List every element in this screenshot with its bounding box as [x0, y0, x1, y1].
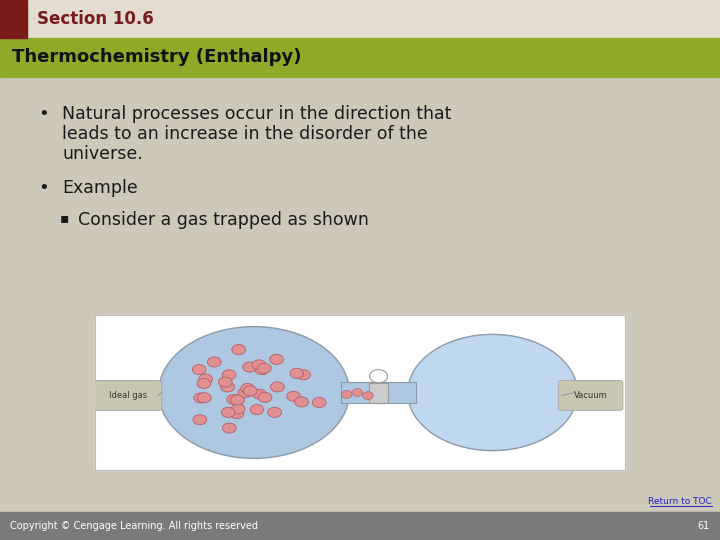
- Text: leads to an increase in the disorder of the: leads to an increase in the disorder of …: [62, 125, 428, 143]
- Ellipse shape: [408, 334, 577, 450]
- Text: universe.: universe.: [62, 145, 143, 163]
- Circle shape: [194, 393, 207, 403]
- Circle shape: [227, 394, 240, 404]
- Circle shape: [207, 357, 221, 367]
- Circle shape: [297, 370, 310, 380]
- Circle shape: [258, 393, 272, 402]
- Text: Natural processes occur in the direction that: Natural processes occur in the direction…: [62, 105, 451, 123]
- Bar: [341, 382, 415, 403]
- Circle shape: [197, 393, 211, 403]
- Circle shape: [218, 377, 232, 387]
- Bar: [95, 315, 625, 470]
- Text: Example: Example: [62, 179, 138, 197]
- Circle shape: [290, 368, 304, 379]
- Circle shape: [250, 404, 264, 415]
- Text: 61: 61: [698, 521, 710, 531]
- Circle shape: [363, 392, 373, 400]
- Bar: [0, 0, 27, 38]
- Text: Vacuum: Vacuum: [574, 391, 608, 400]
- Circle shape: [312, 397, 326, 408]
- Bar: [95, 315, 625, 470]
- Bar: [369, 383, 388, 403]
- Circle shape: [222, 423, 236, 433]
- Bar: [0, 38, 720, 77]
- Circle shape: [192, 364, 206, 375]
- Circle shape: [257, 363, 271, 373]
- Circle shape: [352, 389, 363, 396]
- Circle shape: [268, 407, 282, 417]
- Text: Section 10.6: Section 10.6: [37, 10, 154, 28]
- Ellipse shape: [158, 327, 349, 458]
- Circle shape: [369, 370, 387, 383]
- Text: •: •: [38, 179, 49, 197]
- Bar: [0, 59, 720, 512]
- Circle shape: [341, 390, 352, 399]
- Circle shape: [221, 382, 235, 392]
- Text: Thermochemistry (Enthalpy): Thermochemistry (Enthalpy): [12, 49, 302, 66]
- Circle shape: [231, 404, 245, 414]
- Circle shape: [243, 386, 257, 396]
- Circle shape: [271, 382, 284, 392]
- FancyBboxPatch shape: [558, 381, 623, 410]
- Circle shape: [287, 392, 300, 401]
- Circle shape: [270, 354, 284, 364]
- Circle shape: [253, 389, 266, 399]
- Circle shape: [232, 345, 246, 355]
- FancyBboxPatch shape: [94, 381, 162, 410]
- Circle shape: [238, 388, 252, 397]
- Circle shape: [222, 370, 236, 380]
- Text: Ideal gas: Ideal gas: [109, 391, 147, 400]
- Text: Consider a gas trapped as shown: Consider a gas trapped as shown: [78, 211, 369, 229]
- Circle shape: [243, 362, 256, 372]
- Circle shape: [230, 409, 244, 419]
- Circle shape: [197, 379, 211, 388]
- Text: Return to TOC: Return to TOC: [648, 497, 712, 506]
- Circle shape: [252, 360, 266, 370]
- Bar: [0, 512, 720, 540]
- Circle shape: [230, 395, 244, 405]
- Circle shape: [221, 407, 235, 417]
- Text: Copyright © Cengage Learning. All rights reserved: Copyright © Cengage Learning. All rights…: [10, 521, 258, 531]
- Circle shape: [255, 364, 269, 375]
- Bar: [0, 0, 720, 38]
- Circle shape: [240, 383, 255, 394]
- Circle shape: [294, 397, 308, 407]
- Text: ▪: ▪: [60, 211, 69, 225]
- Text: •: •: [38, 105, 49, 123]
- Circle shape: [193, 415, 207, 425]
- Circle shape: [199, 374, 212, 384]
